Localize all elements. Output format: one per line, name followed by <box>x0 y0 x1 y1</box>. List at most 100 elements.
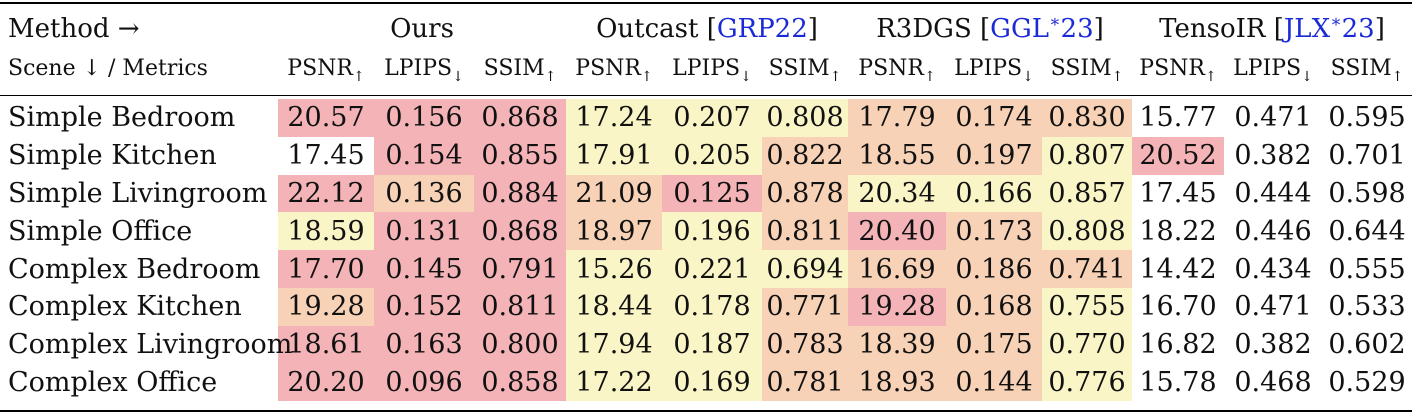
metric-value-cell: 17.45 <box>1139 177 1217 209</box>
metric-value-cell: 0.221 <box>662 250 762 288</box>
metric-value-cell: 17.79 <box>848 99 947 137</box>
metric-value-cell: 17.94 <box>566 325 662 364</box>
metric-value-cell: 0.808 <box>762 99 849 137</box>
metric-header: PSNR↑ <box>1139 55 1217 85</box>
method-tensoir: TensoIR [JLX∗23] <box>1132 0 1412 47</box>
scene-name: Simple Bedroom <box>8 102 236 134</box>
top-rule <box>0 2 1412 4</box>
metric-value-cell: 0.145 <box>374 250 474 288</box>
metric-value-cell: 0.471 <box>1234 102 1312 134</box>
citation-link[interactable]: GGL∗23 <box>990 12 1094 44</box>
metric-value-cell: 0.811 <box>762 212 849 251</box>
metric-value-cell: 0.884 <box>474 174 566 213</box>
metric-value-cell: 0.186 <box>946 250 1043 288</box>
metric-header: SSIM↑ <box>768 55 842 85</box>
metric-value-cell: 0.830 <box>1042 99 1133 137</box>
scene-name: Complex Bedroom <box>8 253 261 285</box>
metric-value-cell: 0.154 <box>374 136 474 175</box>
corner-scene-label: Scene ↓ / Metrics <box>8 55 208 81</box>
metric-value-cell: 0.382 <box>1234 329 1312 361</box>
metric-header: SSIM↑ <box>1050 55 1124 85</box>
metric-value-cell: 17.91 <box>566 136 662 175</box>
metric-value-cell: 20.52 <box>1132 136 1225 175</box>
metric-value-cell: 0.770 <box>1042 325 1133 364</box>
metric-value-cell: 0.168 <box>946 287 1043 326</box>
metric-value-cell: 0.808 <box>1042 212 1133 251</box>
metric-value-cell: 0.187 <box>662 325 762 364</box>
metric-value-cell: 0.857 <box>1042 174 1133 213</box>
metric-value-cell: 15.78 <box>1139 366 1217 398</box>
metric-value-cell: 0.156 <box>374 99 474 137</box>
metric-value-cell: 16.82 <box>1139 329 1217 361</box>
metric-value-cell: 0.136 <box>374 174 474 213</box>
citation-link[interactable]: JLX∗23 <box>1283 12 1375 44</box>
metric-value-cell: 0.781 <box>762 363 849 402</box>
method-outcast: Outcast [GRP22] <box>566 0 848 47</box>
metric-value-cell: 16.69 <box>848 250 947 288</box>
metric-value-cell: 0.868 <box>474 99 566 137</box>
metric-value-cell: 0.694 <box>762 250 849 288</box>
metric-header-row: Scene ↓ / Metrics PSNR↑ LPIPS↓ SSIM↑ PSNR↑ L… <box>0 47 1412 89</box>
metric-value-cell: 20.20 <box>278 363 374 402</box>
metric-value-cell: 21.09 <box>566 174 662 213</box>
metric-header: PSNR↑ <box>287 55 365 85</box>
metric-header: PSNR↑ <box>575 55 653 85</box>
results-table: Method → Ours Outcast [GRP22] R3DGS [GGL… <box>0 0 1412 402</box>
bracket: ] <box>1093 14 1104 44</box>
metric-value-cell: 20.40 <box>848 212 947 251</box>
scene-name: Simple Livingroom <box>8 177 268 209</box>
metric-value-cell: 0.595 <box>1328 102 1406 134</box>
metric-value-cell: 18.55 <box>848 136 947 175</box>
metric-value-cell: 0.598 <box>1328 177 1406 209</box>
metric-value-cell: 0.471 <box>1234 291 1312 323</box>
method-name: Outcast [ <box>596 14 717 44</box>
metric-value-cell: 19.28 <box>278 287 374 326</box>
table-row: Simple Office 18.59 0.131 0.868 18.97 0.196 0.… <box>0 212 1412 251</box>
table-row: Complex Bedroom 17.70 0.145 0.791 15.26 0.221… <box>0 250 1412 288</box>
bottom-rule <box>0 410 1412 412</box>
metric-value-cell: 14.42 <box>1139 253 1217 285</box>
metric-value-cell: 18.93 <box>848 363 947 402</box>
metric-value-cell: 18.39 <box>848 325 947 364</box>
metric-value-cell: 0.144 <box>946 363 1043 402</box>
method-ours: Ours <box>278 0 566 47</box>
metric-value-cell: 0.173 <box>946 212 1043 251</box>
metric-value-cell: 0.602 <box>1328 329 1406 361</box>
metric-value-cell: 0.555 <box>1328 253 1406 285</box>
metric-value-cell: 0.644 <box>1328 215 1406 247</box>
metric-value-cell: 0.166 <box>946 174 1043 213</box>
metric-value-cell: 17.22 <box>566 363 662 402</box>
metric-value-cell: 0.125 <box>662 174 762 213</box>
metric-header: LPIPS↓ <box>672 55 752 85</box>
method-name: R3DGS [ <box>876 14 991 44</box>
metric-value-cell: 0.868 <box>474 212 566 251</box>
metric-value-cell: 0.701 <box>1328 140 1406 172</box>
scene-name: Complex Office <box>8 366 218 398</box>
metric-value-cell: 0.878 <box>762 174 849 213</box>
method-header-row: Method → Ours Outcast [GRP22] R3DGS [GGL… <box>0 0 1412 47</box>
metric-value-cell: 15.77 <box>1139 102 1217 134</box>
metric-value-cell: 0.207 <box>662 99 762 137</box>
corner-method-label: Method → <box>8 14 140 44</box>
metric-value-cell: 17.70 <box>278 250 374 288</box>
metric-value-cell: 0.163 <box>374 325 474 364</box>
metric-value-cell: 18.22 <box>1139 215 1217 247</box>
metric-value-cell: 0.444 <box>1234 177 1312 209</box>
metric-value-cell: 20.34 <box>848 174 947 213</box>
method-r3dgs: R3DGS [GGL∗23] <box>848 0 1132 47</box>
metric-header: SSIM↑ <box>483 55 557 85</box>
metric-value-cell: 0.811 <box>474 287 566 326</box>
citation-link[interactable]: GRP22 <box>716 14 808 44</box>
metric-value-cell: 0.468 <box>1234 366 1312 398</box>
metric-value-cell: 0.197 <box>946 136 1043 175</box>
metric-header: LPIPS↓ <box>384 55 464 85</box>
metric-value-cell: 0.822 <box>762 136 849 175</box>
metric-value-cell: 0.529 <box>1328 366 1406 398</box>
metric-value-cell: 0.382 <box>1234 140 1312 172</box>
header-rule <box>0 95 1412 96</box>
bracket: ] <box>1374 14 1385 44</box>
method-name: Ours <box>390 14 454 44</box>
table-row: Complex Livingroom 18.61 0.163 0.800 17.94 0.… <box>0 325 1412 364</box>
metric-value-cell: 17.24 <box>566 99 662 137</box>
